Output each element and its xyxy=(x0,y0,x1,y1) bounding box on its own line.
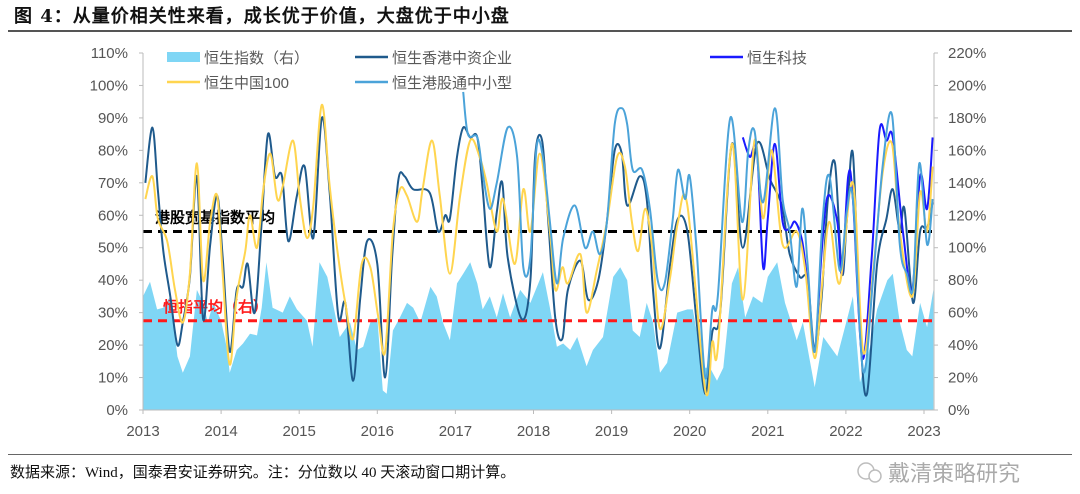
y-left-tick-label: 100% xyxy=(90,77,128,94)
legend-label: 恒生香港中资企业 xyxy=(392,49,512,67)
legend-label: 恒生中国100 xyxy=(204,75,289,92)
y-left-tick-label: 60% xyxy=(98,207,128,224)
series-line-3 xyxy=(144,103,934,396)
x-tick-label: 2019 xyxy=(595,423,628,440)
y-left-tick-label: 0% xyxy=(106,402,128,419)
y-right-tick-label: 160% xyxy=(948,142,986,159)
series-area-hsi xyxy=(143,262,934,410)
legend-label: 恒生科技 xyxy=(747,50,807,67)
x-tick-label: 2014 xyxy=(204,423,237,440)
y-right-tick-label: 120% xyxy=(948,207,986,224)
y-right-tick-label: 40% xyxy=(948,337,978,354)
y-left-tick-label: 40% xyxy=(98,272,128,289)
x-tick-label: 2016 xyxy=(361,423,394,440)
y-right-tick-label: 140% xyxy=(948,175,986,192)
y-right-tick-label: 180% xyxy=(948,110,986,127)
source-divider xyxy=(8,454,1072,455)
reference-label-1: 恒指平均（右） xyxy=(163,298,268,316)
x-tick-label: 2018 xyxy=(517,423,550,440)
y-right-tick-label: 220% xyxy=(948,45,986,62)
title-divider xyxy=(8,30,1072,32)
area-layer xyxy=(143,262,934,410)
y-right-tick-label: 20% xyxy=(948,370,978,387)
y-left-tick-label: 80% xyxy=(98,142,128,159)
axes: 0% 10% 20% 30% 40% 50% 60% 70% 80% 90% 100% 110% 0% 2… xyxy=(90,45,987,440)
x-tick-label: 2013 xyxy=(126,423,159,440)
y-left-tick-label: 90% xyxy=(98,110,128,127)
y-left-tick-label: 20% xyxy=(98,337,128,354)
legend-label: 恒生港股通中小型 xyxy=(392,75,512,92)
source-note: 数据来源：Wind，国泰君安证券研究。注：分位数以 40 天滚动窗口期计算。 xyxy=(10,465,516,481)
x-tick-label: 2017 xyxy=(439,423,472,440)
x-tick-label: 2020 xyxy=(673,423,706,440)
line-layer xyxy=(144,91,934,397)
y-left-tick-label: 10% xyxy=(98,370,128,387)
watermark: 戴清策略研究 xyxy=(857,462,1020,487)
y-left-tick-label: 70% xyxy=(98,175,128,192)
x-tick-label: 2021 xyxy=(751,423,784,440)
y-left-tick-label: 110% xyxy=(91,45,128,62)
figure-title: 图 4：从量价相关性来看，成长优于价值，大盘优于中小盘 xyxy=(14,6,510,27)
legend-label: 恒生指数（右） xyxy=(204,50,309,67)
watermark-text: 戴清策略研究 xyxy=(888,462,1020,487)
y-right-tick-label: 100% xyxy=(948,240,986,257)
reference-label-0: 港股宽基指数平均 xyxy=(155,209,275,227)
x-tick-label: 2022 xyxy=(829,423,862,440)
x-tick-label: 2023 xyxy=(907,423,940,440)
y-right-tick-label: 0% xyxy=(948,402,970,419)
series-line-4 xyxy=(462,91,934,380)
y-left-tick-label: 30% xyxy=(98,305,128,322)
y-right-tick-label: 80% xyxy=(948,272,978,289)
x-tick-label: 2015 xyxy=(283,423,316,440)
series-line-2 xyxy=(741,123,934,360)
y-left-tick-label: 50% xyxy=(98,240,128,257)
legend-swatch xyxy=(167,52,200,62)
wechat-icon-bubble xyxy=(868,469,882,483)
y-right-tick-label: 60% xyxy=(948,305,978,322)
y-right-tick-label: 200% xyxy=(948,77,986,94)
